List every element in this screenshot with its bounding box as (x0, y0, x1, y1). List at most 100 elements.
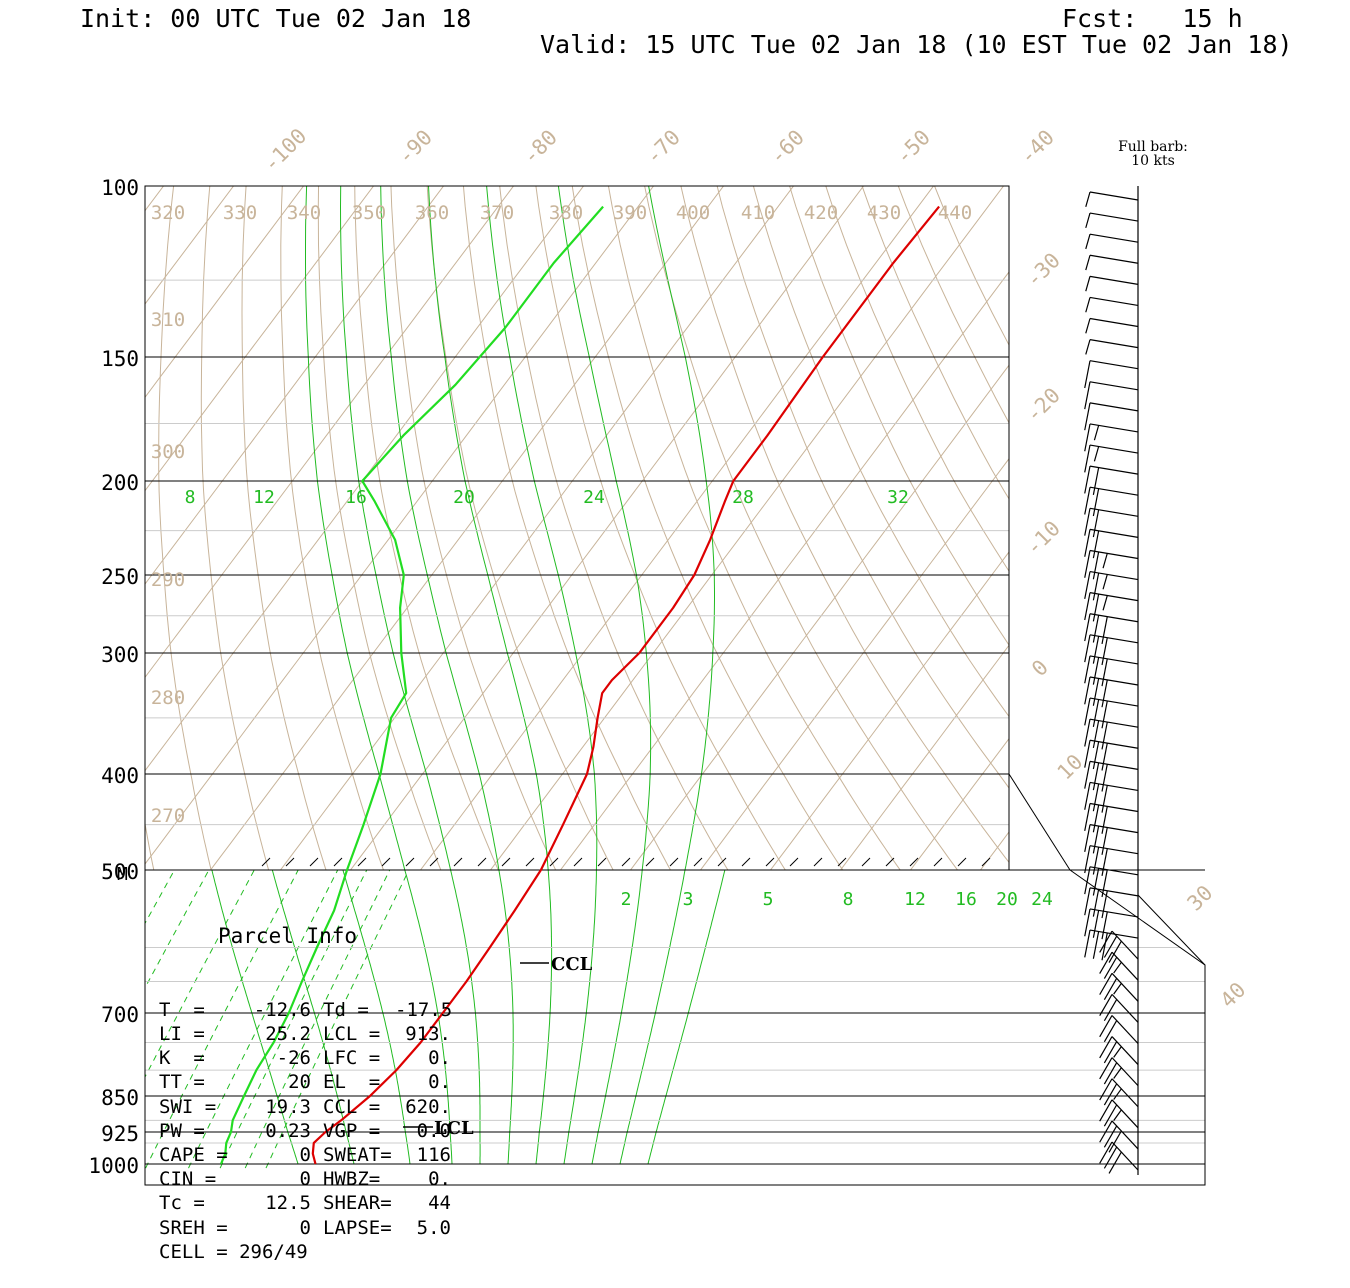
isotherm-label: 10 (1053, 750, 1088, 785)
hatch-mark (285, 857, 295, 867)
theta-label: 420 (804, 202, 838, 224)
hatch-mark (261, 857, 271, 867)
barb-flag (1092, 699, 1100, 727)
barb-staff (1089, 613, 1139, 623)
parcel-info-cell: CCL = (323, 1095, 381, 1118)
barb-flag (1084, 887, 1091, 916)
parcel-info-row: PW = 0.23 VGP = 0.0 (150, 1119, 540, 1143)
moist-adiabat-line (555, 870, 652, 1165)
barb-key-line2: 10 kts (1131, 153, 1175, 169)
barb-flag (1092, 868, 1100, 896)
isotherm-label: -100 (259, 124, 312, 177)
parcel-info-cell: LI = (159, 1023, 205, 1046)
barb-flag (1113, 983, 1122, 995)
barb-flag (1084, 824, 1091, 853)
parcel-info-cell: SWI = (159, 1095, 217, 1118)
parcel-info-row: CIN = 0 HWBZ= 0. (150, 1167, 540, 1191)
hatch-mark (813, 857, 823, 867)
isotherm-label: -90 (393, 125, 437, 169)
barb-staff (1089, 676, 1139, 686)
parcel-info-cell: 0.0 (416, 1119, 451, 1142)
barb-staff (1111, 1120, 1139, 1150)
hatch-mark (981, 857, 991, 867)
parcel-info-cell: 116 (416, 1144, 451, 1167)
theta-label: 320 (151, 202, 185, 224)
dry-adiabat-line (607, 186, 901, 870)
parcel-info-rows: T = -12.6 Td = -17.5 LI = 25.2 LCL = 913. K = -26… (150, 998, 540, 1264)
dry-adiabat-line (716, 186, 1009, 789)
wind-barb (1084, 360, 1139, 389)
barb-flag (1092, 615, 1100, 643)
barb-flag (1103, 1146, 1118, 1169)
isotherm-line (419, 186, 935, 870)
barb-flag (1101, 764, 1108, 792)
barb-flag (1113, 1109, 1122, 1121)
wind-barb (1084, 824, 1139, 855)
barb-flag (1085, 276, 1091, 292)
isotherm-line (145, 186, 515, 679)
barb-flag (1103, 999, 1118, 1022)
theta-label: 310 (151, 309, 185, 331)
parcel-info-cell: Tc = (159, 1192, 205, 1215)
barb-staff (1111, 1015, 1139, 1044)
barb-flag (1085, 212, 1091, 229)
pressure-label: 700 (101, 1003, 139, 1027)
mixing-ratio-label: 8 (185, 487, 196, 508)
barb-flag (1103, 1020, 1118, 1043)
wind-barb (1085, 254, 1139, 271)
barb-staff (1089, 908, 1139, 918)
hatch-mark (525, 857, 535, 867)
barb-staff (1089, 718, 1139, 728)
frame-edge (1137, 894, 1206, 966)
barb-flag (1084, 803, 1091, 831)
barb-staff (1089, 570, 1139, 581)
wind-barb (1084, 528, 1139, 559)
isotherm-line (559, 271, 1009, 870)
isotherm-line (699, 457, 1009, 870)
theta-label: 400 (676, 202, 710, 224)
isotherm-line (349, 186, 865, 870)
wind-barb (1099, 1057, 1139, 1087)
hatch-mark (549, 857, 559, 867)
barb-flag (1084, 487, 1091, 515)
isotherm-label: -60 (765, 125, 809, 169)
barb-flag (1084, 381, 1091, 410)
parcel-info-cell: 913. (405, 1023, 451, 1046)
theta-label: 290 (151, 569, 185, 591)
barb-flag (1103, 1041, 1118, 1064)
barb-flag (1084, 529, 1091, 557)
mixing-ratio-line (188, 870, 343, 1169)
moist-adiabat-line (427, 186, 549, 870)
barb-flag (1103, 1083, 1118, 1106)
mixing-ratio-label: 28 (732, 487, 754, 508)
hatch-mark (885, 857, 895, 867)
barb-flag (1102, 574, 1108, 590)
dry-adiabat-line (752, 186, 1009, 718)
wind-barb (1099, 951, 1139, 981)
barb-staff (1111, 1078, 1139, 1108)
isotherm-label: 30 (1183, 881, 1218, 916)
hatch-mark (477, 857, 487, 867)
barb-staff (1089, 191, 1139, 201)
parcel-info-cell: Td = (323, 998, 369, 1021)
hatch-mark (309, 857, 319, 867)
parcel-info-cell (308, 1240, 400, 1264)
dry-adiabat-line (535, 186, 786, 870)
hatch-mark (789, 857, 799, 867)
barb-flag (1103, 1062, 1118, 1085)
wind-barb (1084, 507, 1139, 538)
barb-flag (1101, 911, 1108, 940)
barb-flag (1103, 956, 1118, 979)
parcel-info-cell: 20 (288, 1071, 311, 1094)
parcel-info-row: T = -12.6 Td = -17.5 (150, 998, 540, 1022)
moist-adiabat-line (619, 870, 715, 1165)
parcel-info-cell: -26 (276, 1047, 311, 1070)
parcel-info-row: LI = 25.2 LCL = 913. (150, 1022, 540, 1046)
barb-flag (1099, 1099, 1113, 1122)
pressure-label: 100 (101, 176, 139, 200)
barb-staff (1111, 972, 1139, 1002)
parcel-info-cell: HWBZ= (323, 1168, 381, 1191)
barb-flag (1113, 1088, 1122, 1100)
barb-key-line1: Full barb: (1118, 139, 1188, 155)
barb-flag (1084, 592, 1091, 621)
